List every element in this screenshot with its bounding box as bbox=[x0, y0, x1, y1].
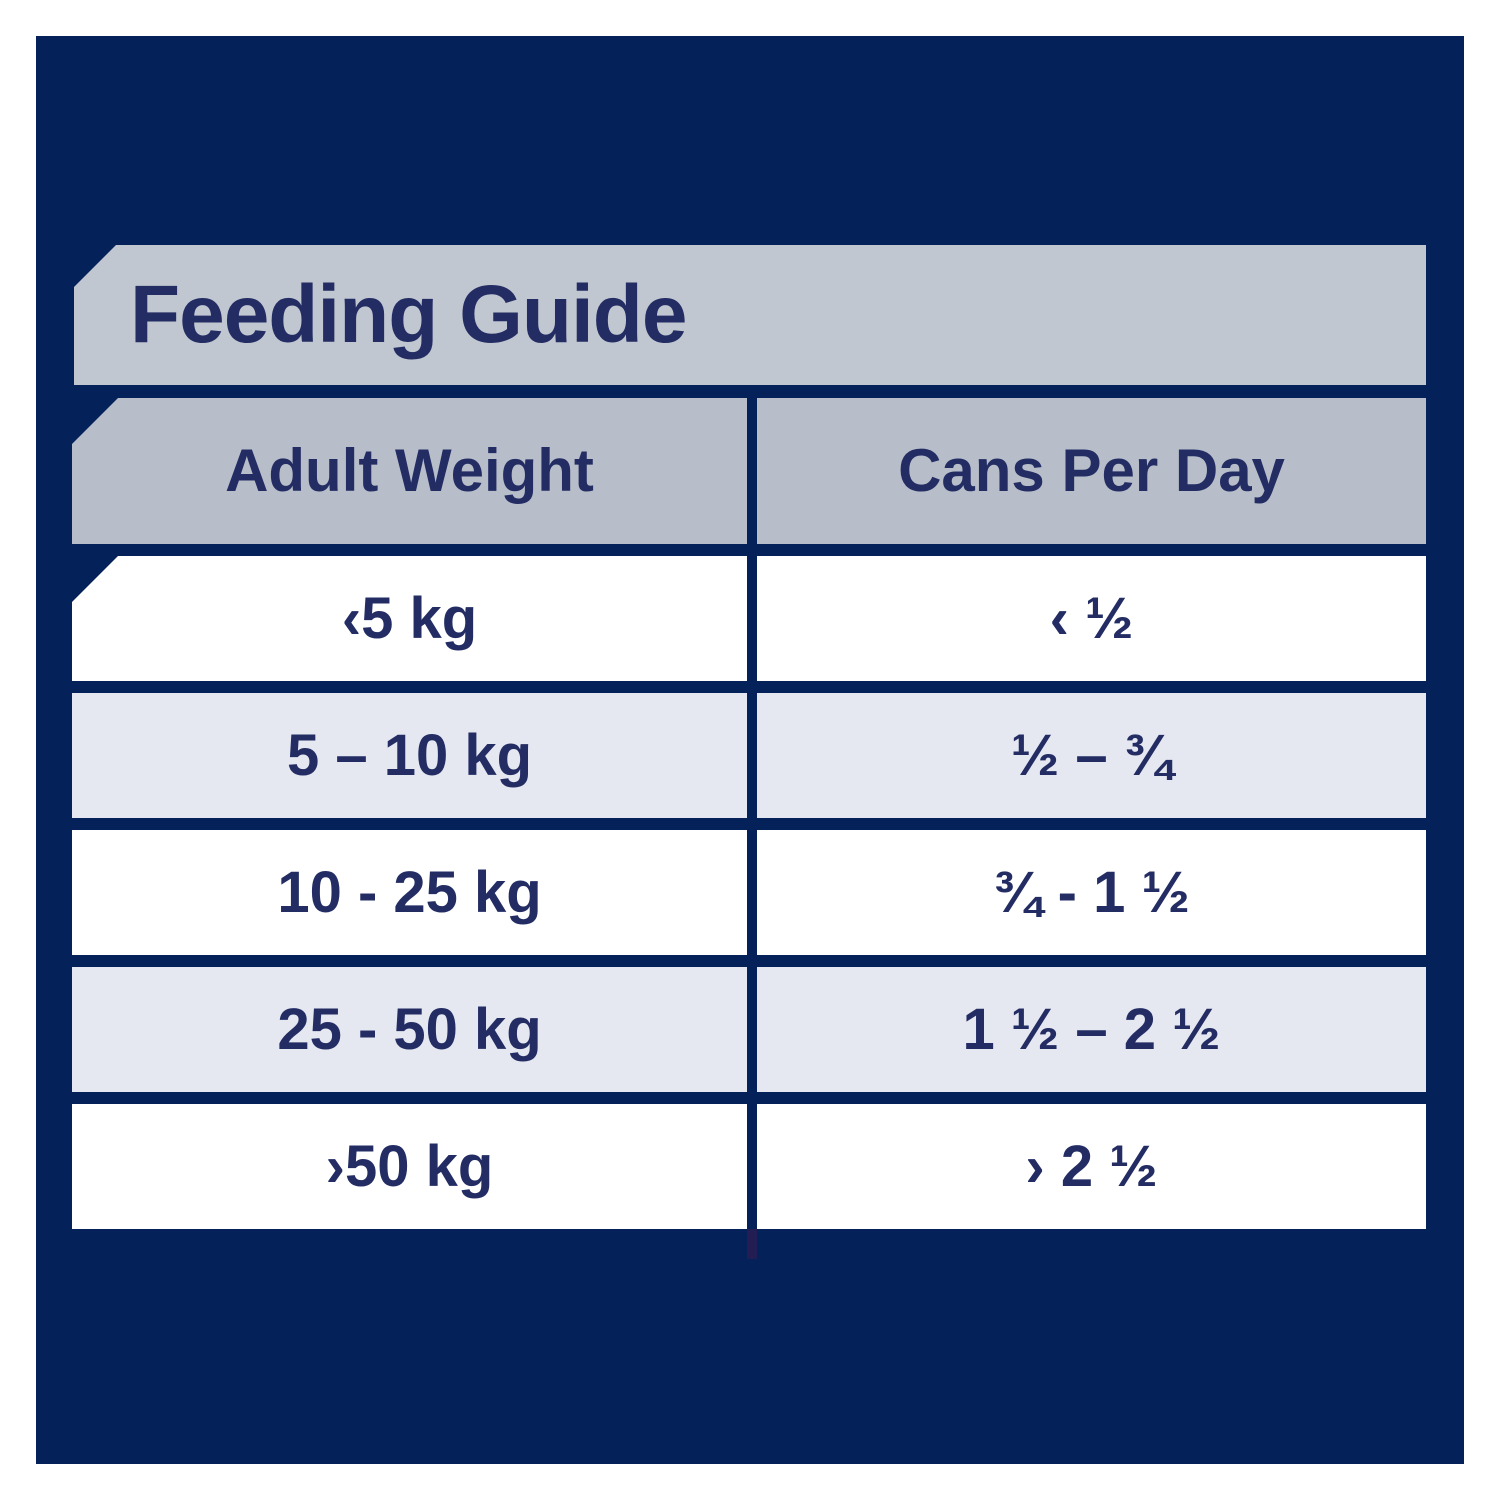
weight-cell: 5 – 10 kg bbox=[72, 693, 747, 818]
navy-panel: Feeding Guide Adult Weight Cans Per Day … bbox=[36, 36, 1464, 1464]
weight-cell: 10 - 25 kg bbox=[72, 830, 747, 955]
table-header-row: Adult Weight Cans Per Day bbox=[72, 398, 1426, 544]
weight-cell: 25 - 50 kg bbox=[72, 967, 747, 1092]
cans-cell: ‹ ½ bbox=[757, 556, 1426, 681]
table-row: 5 – 10 kg ½ – ¾ bbox=[72, 693, 1426, 818]
weight-cell: ‹5 kg bbox=[72, 556, 747, 681]
cans-cell: ¾ - 1 ½ bbox=[757, 830, 1426, 955]
cans-cell: 1 ½ – 2 ½ bbox=[757, 967, 1426, 1092]
cans-cell: ½ – ¾ bbox=[757, 693, 1426, 818]
table-row: ‹5 kg ‹ ½ bbox=[72, 556, 1426, 681]
table-row: 10 - 25 kg ¾ - 1 ½ bbox=[72, 830, 1426, 955]
column-header-adult-weight: Adult Weight bbox=[72, 398, 747, 544]
table-row: ›50 kg › 2 ½ bbox=[72, 1104, 1426, 1229]
column-divider-stub bbox=[747, 1229, 757, 1259]
cans-cell: › 2 ½ bbox=[757, 1104, 1426, 1229]
table-row: 25 - 50 kg 1 ½ – 2 ½ bbox=[72, 967, 1426, 1092]
page-title: Feeding Guide bbox=[130, 269, 687, 360]
weight-cell: ›50 kg bbox=[72, 1104, 747, 1229]
column-header-cans-per-day: Cans Per Day bbox=[757, 398, 1426, 544]
title-banner: Feeding Guide bbox=[74, 245, 1426, 385]
